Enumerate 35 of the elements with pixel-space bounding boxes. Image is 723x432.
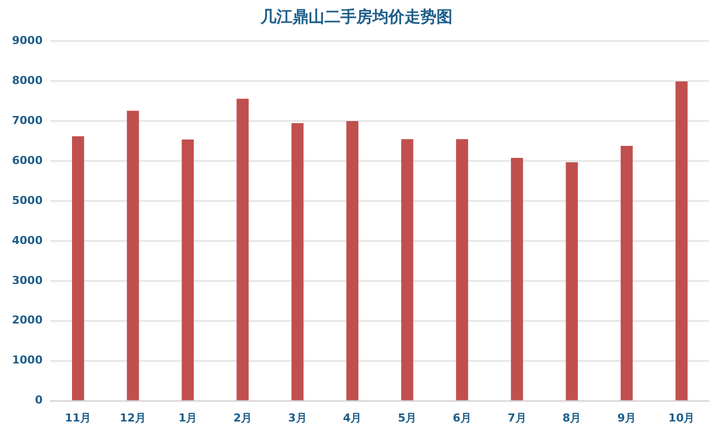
y-tick-label: 2000 — [12, 314, 43, 327]
x-tick-label: 8月 — [562, 411, 582, 424]
y-tick-label: 7000 — [12, 114, 43, 127]
x-tick-label: 1月 — [178, 411, 198, 424]
x-tick-label: 3月 — [288, 411, 307, 424]
bar — [182, 139, 194, 400]
bar — [346, 121, 358, 400]
bar — [456, 139, 468, 400]
x-tick-label: 11月 — [64, 411, 92, 424]
bar — [291, 123, 304, 400]
x-tick-label: 2月 — [233, 411, 252, 424]
x-tick-label: 10月 — [668, 411, 695, 424]
bar — [566, 162, 578, 400]
bar — [676, 82, 688, 400]
bar — [72, 136, 84, 400]
bar — [620, 146, 633, 400]
x-tick-label: 4月 — [343, 411, 362, 424]
bar — [126, 110, 139, 400]
chart-title: 几江鼎山二手房均价走势图 — [260, 6, 452, 26]
x-tick-label: 6月 — [452, 411, 472, 424]
bar — [510, 158, 524, 400]
y-tick-label: 1000 — [12, 354, 43, 367]
x-tick-label: 9月 — [617, 411, 636, 424]
y-tick-label: 3000 — [12, 274, 43, 287]
bar — [401, 139, 414, 400]
y-tick-label: 6000 — [12, 154, 43, 167]
y-tick-label: 9000 — [12, 34, 43, 48]
bar — [236, 98, 249, 400]
x-tick-label: 7月 — [508, 411, 526, 424]
y-tick-label: 4000 — [12, 234, 43, 247]
y-tick-label: 0 — [34, 394, 43, 407]
y-tick-label: 5000 — [12, 194, 43, 207]
x-tick-label: 12月 — [120, 411, 146, 424]
x-tick-label: 5月 — [398, 411, 417, 424]
y-tick-label: 8000 — [12, 74, 43, 88]
